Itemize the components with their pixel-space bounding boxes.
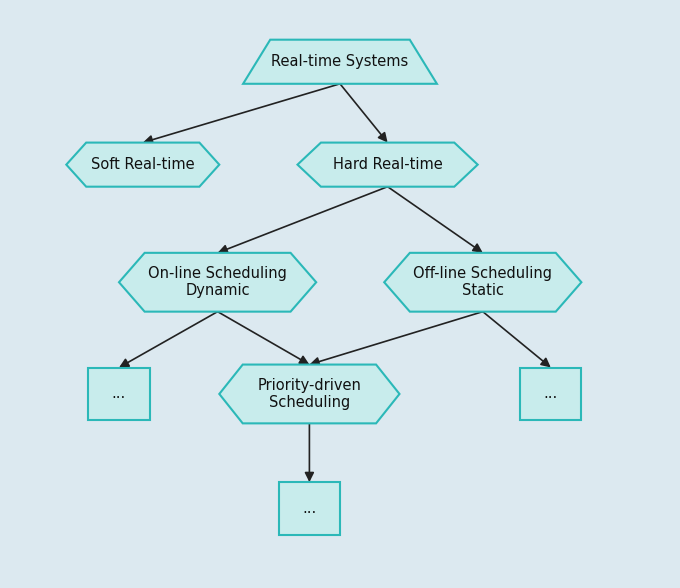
Text: ...: ...	[544, 386, 558, 402]
Text: Priority-driven
Scheduling: Priority-driven Scheduling	[258, 377, 361, 410]
Polygon shape	[66, 143, 219, 187]
Text: Hard Real-time: Hard Real-time	[333, 157, 443, 172]
Polygon shape	[279, 482, 340, 535]
Polygon shape	[243, 40, 437, 83]
Polygon shape	[297, 143, 477, 187]
Polygon shape	[520, 368, 581, 420]
Polygon shape	[119, 253, 316, 312]
Text: Real-time Systems: Real-time Systems	[271, 54, 409, 69]
Polygon shape	[88, 368, 150, 420]
Text: ...: ...	[303, 501, 316, 516]
Text: Soft Real-time: Soft Real-time	[91, 157, 194, 172]
Text: Off-line Scheduling
Static: Off-line Scheduling Static	[413, 266, 552, 299]
Polygon shape	[219, 365, 400, 423]
Text: On-line Scheduling
Dynamic: On-line Scheduling Dynamic	[148, 266, 287, 299]
Text: ...: ...	[112, 386, 126, 402]
Polygon shape	[384, 253, 581, 312]
